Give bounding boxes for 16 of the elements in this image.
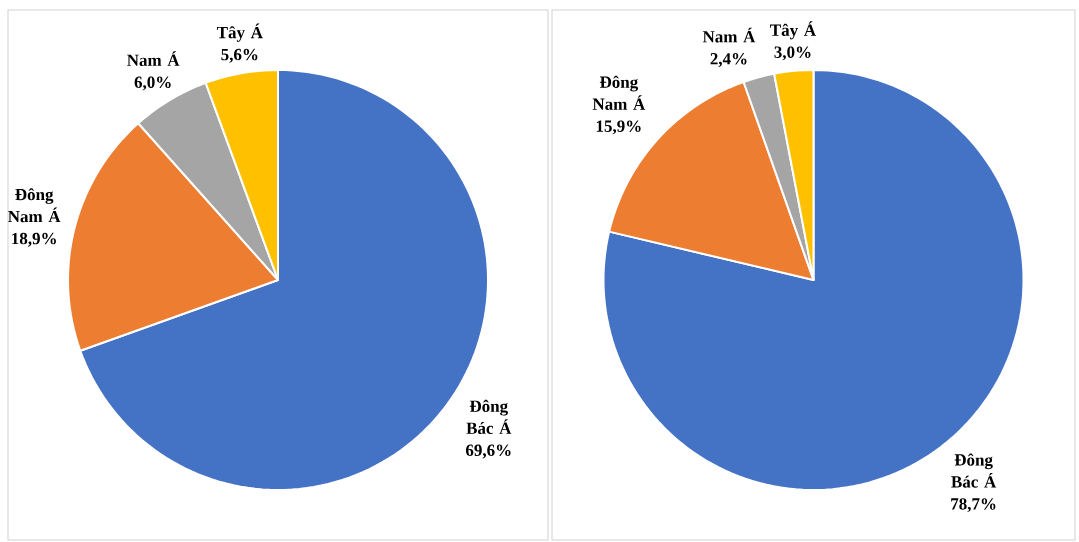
slice-label: Đông Nam Á xyxy=(8,188,61,223)
data-label: 2,4% xyxy=(710,53,747,67)
slice-label: Nam Á xyxy=(127,51,180,66)
data-label: 3,0% xyxy=(774,46,811,61)
data-label: 15,9% xyxy=(596,120,641,135)
data-label: 5,6% xyxy=(221,48,258,63)
slice-label: Đông Nam Á xyxy=(592,75,646,110)
slice-label: Tây Á xyxy=(770,21,816,40)
slice-label: Đông Bác Á xyxy=(951,453,997,488)
data-label: 18,9% xyxy=(12,232,56,247)
slice-label: Đông Bác Á xyxy=(466,399,512,434)
data-label: 78,7% xyxy=(951,498,996,513)
slice-label: Nam Á xyxy=(702,27,756,43)
slice-label: Tây Á xyxy=(216,23,263,42)
data-label: 6,0% xyxy=(134,76,171,91)
data-label: 69,6% xyxy=(465,444,511,459)
